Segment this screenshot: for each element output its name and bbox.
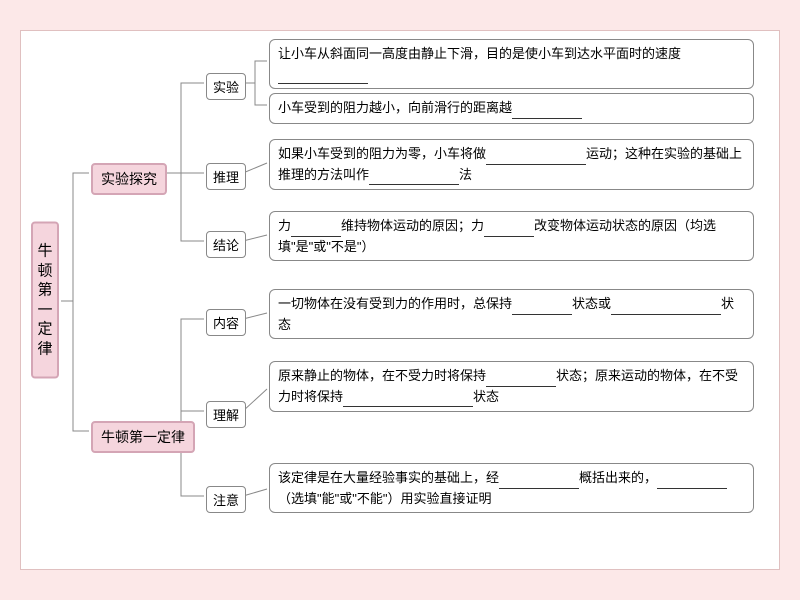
fill-blank[interactable]	[611, 294, 721, 315]
level3-node: 结论	[206, 231, 246, 258]
fill-blank[interactable]	[512, 294, 572, 315]
leaf-node: 原来静止的物体，在不受力时将保持 状态；原来运动的物体，在不受力时将保持 状态	[269, 361, 754, 412]
level3-node: 推理	[206, 163, 246, 190]
level2-node: 牛顿第一定律	[91, 421, 195, 453]
leaf-node: 力 维持物体运动的原因；力 改变物体运动状态的原因（均选填"是"或"不是"）	[269, 211, 754, 261]
level3-node: 实验	[206, 73, 246, 100]
fill-blank[interactable]	[369, 165, 459, 186]
leaf-node: 该定律是在大量经验事实的基础上，经 概括出来的， （选填"能"或"不能"）用实验…	[269, 463, 754, 513]
root-node: 牛顿第一定律	[31, 222, 59, 379]
fill-blank[interactable]	[486, 366, 556, 387]
fill-blank[interactable]	[484, 216, 534, 237]
fill-blank[interactable]	[343, 387, 473, 408]
fill-blank[interactable]	[291, 216, 341, 237]
level3-node: 内容	[206, 309, 246, 336]
leaf-node: 让小车从斜面同一高度由静止下滑，目的是使小车到达水平面时的速度	[269, 39, 754, 89]
fill-blank[interactable]	[486, 144, 586, 165]
level3-node: 理解	[206, 401, 246, 428]
fill-blank[interactable]	[512, 98, 582, 119]
fill-blank[interactable]	[499, 468, 579, 489]
leaf-node: 小车受到的阻力越小，向前滑行的距离越	[269, 93, 754, 124]
leaf-node: 一切物体在没有受到力的作用时，总保持 状态或 状态	[269, 289, 754, 339]
level3-node: 注意	[206, 486, 246, 513]
fill-blank[interactable]	[657, 468, 727, 489]
leaf-node: 如果小车受到的阻力为零，小车将做 运动；这种在实验的基础上推理的方法叫作 法	[269, 139, 754, 190]
level2-node: 实验探究	[91, 163, 167, 195]
diagram-canvas: 牛顿第一定律 实验探究牛顿第一定律 实验推理结论内容理解注意 让小车从斜面同一高度由…	[20, 30, 780, 570]
fill-blank[interactable]	[278, 64, 368, 85]
